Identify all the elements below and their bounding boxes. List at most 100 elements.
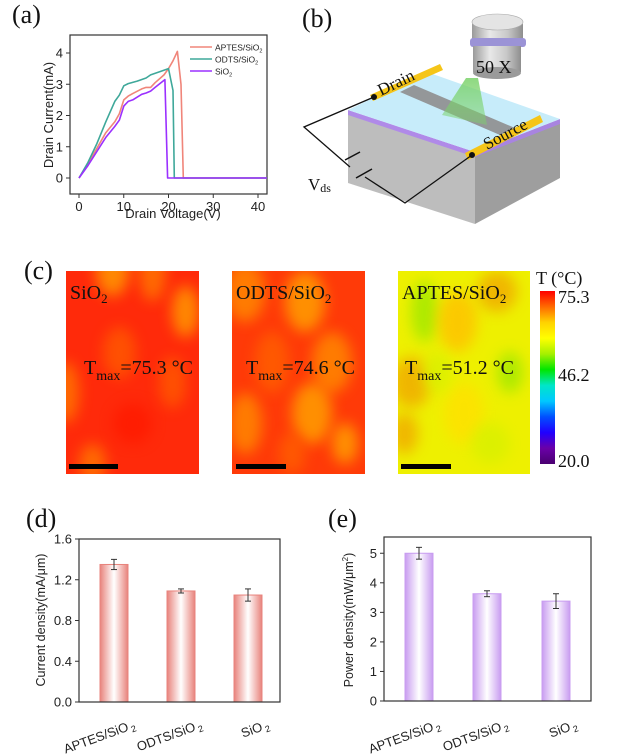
bar-aptes-sio2 <box>404 552 434 702</box>
chart-a-y-axis-label: Drain Current(mA) <box>41 62 56 168</box>
x-tick-label: 0 <box>75 199 82 214</box>
x-tick-label: 40 <box>251 199 265 214</box>
series-line-sio2 <box>78 78 267 179</box>
objective-lens-icon <box>470 13 526 79</box>
x-tick-label: 20 <box>161 199 175 214</box>
x-category-label: SiO2 <box>547 717 580 743</box>
y-tick-label: 1.6 <box>54 532 72 547</box>
scale-bar-odts-sio2 <box>236 464 286 469</box>
bar-odts-sio2 <box>472 593 502 702</box>
y-tick-label: 1 <box>370 664 377 679</box>
heat-spot <box>477 271 517 312</box>
y-tick-label: 1 <box>56 139 63 154</box>
y-tick-label: 2 <box>370 634 377 649</box>
heat-spot <box>232 392 262 454</box>
x-category-label: ODTS/SiO2 <box>441 717 511 754</box>
heat-spot <box>470 423 511 464</box>
panel-label-b: (b) <box>302 4 333 33</box>
bar-sio2 <box>541 600 571 702</box>
panel-label-d: (d) <box>26 504 57 533</box>
heat-spot <box>285 271 326 332</box>
thermal-map-label-sio2: SiO2 <box>70 282 108 306</box>
series-line-aptes-sio2 <box>78 50 267 179</box>
legend-label: SiO2 <box>215 67 232 79</box>
heat-spot <box>66 362 80 424</box>
heat-spot <box>497 352 524 393</box>
y-tick-label: 3 <box>56 77 63 92</box>
bar-aptes-sio2 <box>99 563 129 703</box>
y-tick-label: 3 <box>370 605 377 620</box>
heat-spot <box>437 291 478 353</box>
y-tick-label: 0 <box>56 171 63 186</box>
thermal-map-label-odts-sio2: ODTS/SiO2 <box>236 282 332 306</box>
oxide-layer-right <box>475 119 560 157</box>
y-tick-label: 4 <box>56 46 63 61</box>
objective-magnification-label: 50 X <box>476 57 512 77</box>
y-tick-label: 0.0 <box>54 695 72 710</box>
drain-electrode <box>370 64 443 101</box>
heat-spot <box>172 286 199 337</box>
colorbar-max-label: 75.3 <box>558 287 590 307</box>
battery-plate-long <box>344 151 361 161</box>
x-category-label: SiO2 <box>239 717 272 743</box>
x-category-label: APTES/SiO2 <box>366 717 442 754</box>
panel-label-e: (e) <box>328 504 357 533</box>
chart-d-y-axis-label: Current density(mA/μm) <box>34 554 48 687</box>
oxide-layer-front <box>348 110 475 157</box>
thermal-map-aptes-sio2 <box>398 271 530 474</box>
heat-spot <box>159 357 186 409</box>
tmax-readout-aptes-sio2: Tmax=51.2 °C <box>405 357 514 384</box>
heat-spot <box>311 331 352 393</box>
series-line-odts-sio2 <box>78 67 267 179</box>
thermal-map-label-aptes-sio2: APTES/SiO2 <box>402 282 507 306</box>
colorbar-mid-label: 46.2 <box>558 365 590 385</box>
legend-label: ODTS/SiO2 <box>215 55 258 67</box>
heat-spot <box>112 402 153 444</box>
x-tick-label: 10 <box>117 199 131 214</box>
y-tick-label: 0.8 <box>54 613 72 628</box>
scale-bar-sio2 <box>69 464 118 469</box>
temperature-colorbar <box>540 291 555 464</box>
thermal-map-sio2 <box>66 271 199 474</box>
heat-spot <box>331 423 359 464</box>
y-tick-label: 0.4 <box>54 654 72 669</box>
colorbar-title: T (°C) <box>536 268 583 288</box>
y-tick-label: 1.2 <box>54 572 72 587</box>
heat-spot <box>424 352 451 393</box>
panel-label-c: (c) <box>24 256 53 285</box>
heat-spot <box>102 326 136 378</box>
y-tick-label: 0 <box>370 694 377 709</box>
source-electrode <box>465 115 543 160</box>
scale-bar-aptes-sio2 <box>401 464 451 469</box>
chart-e-y-axis-label: Power density(mW/μm2) <box>341 553 356 688</box>
tmax-readout-odts-sio2: Tmax=74.6 °C <box>246 357 355 384</box>
y-tick-label: 5 <box>370 546 377 561</box>
chart-a-x-axis-label: Drain Voltage(V) <box>125 206 220 221</box>
heat-spot <box>255 331 289 393</box>
heat-spot <box>411 281 438 343</box>
substrate-front-face <box>348 113 475 224</box>
colorbar-min-label: 20.0 <box>558 451 590 471</box>
heat-spot <box>398 413 418 454</box>
vds-label: Vds <box>308 175 331 195</box>
heat-spot <box>291 382 332 444</box>
thermal-map-odts-sio2 <box>232 271 365 474</box>
bar-odts-sio2 <box>166 590 196 703</box>
tmax-readout-sio2: Tmax=75.3 °C <box>84 357 193 384</box>
circuit-wire-source <box>364 154 473 204</box>
panel-label-a: (a) <box>12 0 41 29</box>
chart-frame <box>383 536 592 702</box>
y-tick-label: 4 <box>370 575 377 590</box>
legend-label: APTES/SiO2 <box>215 43 262 55</box>
laser-beam <box>442 78 487 125</box>
bar-sio2 <box>233 594 263 703</box>
x-tick-label: 30 <box>206 199 220 214</box>
y-tick-label: 2 <box>56 108 63 123</box>
circuit-wire-drain <box>302 96 375 168</box>
